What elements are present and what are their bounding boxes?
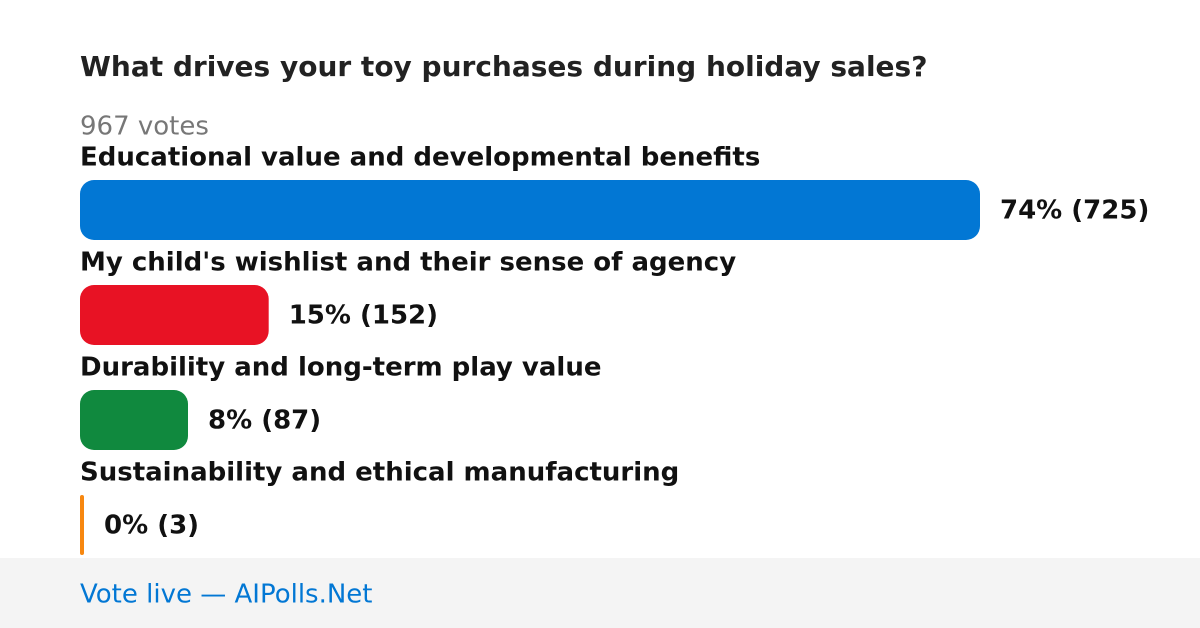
option-label: My child's wishlist and their sense of a… bbox=[80, 248, 736, 278]
footer-link[interactable]: Vote live — AIPolls.Net bbox=[80, 580, 373, 610]
poll-title: What drives your toy purchases during ho… bbox=[80, 50, 927, 83]
value-label: 74% (725) bbox=[1000, 196, 1149, 226]
option-label: Durability and long-term play value bbox=[80, 353, 602, 383]
bar bbox=[80, 390, 188, 450]
option-label: Sustainability and ethical manufacturing bbox=[80, 458, 679, 488]
value-label: 15% (152) bbox=[289, 301, 438, 331]
bar bbox=[80, 285, 269, 345]
footer-bar bbox=[0, 558, 1200, 628]
vote-count: 967 votes bbox=[80, 112, 209, 142]
value-label: 8% (87) bbox=[208, 406, 321, 436]
value-label: 0% (3) bbox=[104, 511, 199, 541]
option-label: Educational value and developmental bene… bbox=[80, 143, 760, 173]
bar bbox=[80, 495, 84, 555]
bar bbox=[80, 180, 980, 240]
